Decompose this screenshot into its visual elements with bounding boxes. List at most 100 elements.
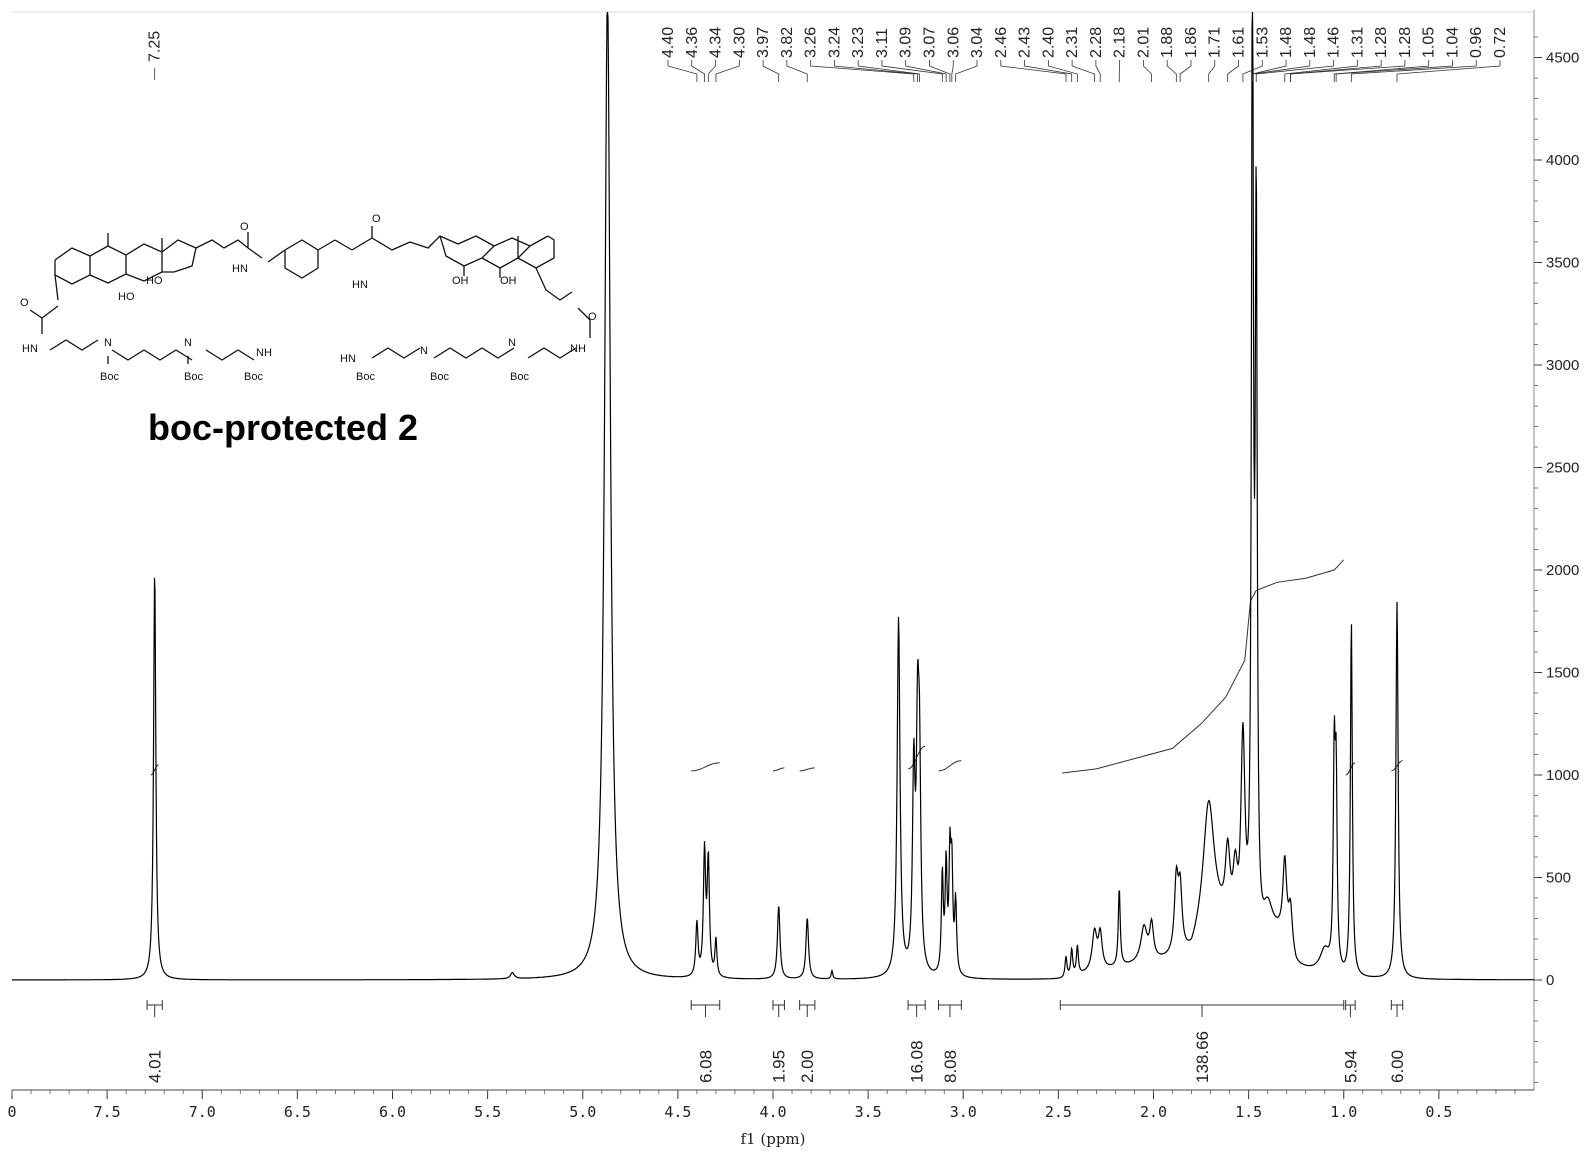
molecule-structure-image xyxy=(29,226,591,364)
x-tick-label: 4.5 xyxy=(664,1103,691,1121)
peak-label: 1.31 xyxy=(1349,27,1366,58)
integral-value: 5.94 xyxy=(1341,1050,1360,1083)
peak-connector xyxy=(951,60,954,82)
peak-connector xyxy=(1143,60,1152,82)
structure-atom-label: HO xyxy=(118,291,135,303)
structure-atom-label: Boc xyxy=(184,371,203,383)
peak-label: 2.18 xyxy=(1112,27,1129,58)
structure-atom-label: HN xyxy=(352,279,368,291)
structure-atom-label: Boc xyxy=(356,371,375,383)
structure-atom-label: O xyxy=(588,311,597,323)
integral-curve xyxy=(150,764,159,776)
y-tick-label: 500 xyxy=(1546,870,1571,887)
structure-atom-label: NH xyxy=(570,343,586,355)
x-tick-label: 3.5 xyxy=(855,1103,882,1121)
peak-connector xyxy=(715,60,740,82)
peak-connector xyxy=(1047,60,1078,82)
peak-label: 4.40 xyxy=(660,27,677,58)
x-tick-label: 6.0 xyxy=(379,1103,406,1121)
y-axis-ticks: 0 500 1000 1500 2000 2500 3000 3500 4000 4500 xyxy=(1534,36,1579,1083)
y-tick-label: 1500 xyxy=(1546,665,1579,682)
integral-curve xyxy=(1062,559,1345,774)
x-tick-label: 0.5 xyxy=(1425,1103,1452,1121)
x-tick-label: 2.5 xyxy=(1045,1103,1072,1121)
peak-label: 2.46 xyxy=(993,27,1010,58)
peak-connector xyxy=(1290,60,1406,82)
integral-value: 6.00 xyxy=(1388,1050,1407,1083)
integral-curve xyxy=(799,767,815,772)
peak-label: 4.36 xyxy=(684,27,701,58)
peak-label: 1.46 xyxy=(1326,27,1343,58)
peak-label: 1.61 xyxy=(1231,27,1248,58)
y-tick-label: 1000 xyxy=(1546,767,1579,784)
peak-label: 2.28 xyxy=(1088,27,1105,58)
peak-label: 1.28 xyxy=(1373,27,1390,58)
peak-label: 1.28 xyxy=(1397,27,1414,58)
peak-label: 1.88 xyxy=(1159,27,1176,58)
integral-value: 6.08 xyxy=(696,1050,715,1083)
peak-connector xyxy=(707,60,716,82)
integral-value: 16.08 xyxy=(908,1040,927,1083)
peak-connector xyxy=(762,60,780,82)
peak-connector xyxy=(857,60,920,82)
peak-label: 1.53 xyxy=(1254,27,1271,58)
peak-connector xyxy=(786,60,808,82)
peak-connector xyxy=(1333,60,1430,82)
peak-label: 0.96 xyxy=(1468,27,1485,58)
y-tick-label: 3500 xyxy=(1546,255,1579,272)
peak-connector xyxy=(1208,60,1216,82)
structure-atom-label: O xyxy=(240,221,249,233)
peak-connector xyxy=(1284,60,1358,82)
peak-connector xyxy=(691,60,705,82)
x-axis-title: f1 (ppm) xyxy=(741,1130,806,1148)
peak-connector xyxy=(667,60,698,82)
peak-connector xyxy=(1255,60,1334,82)
peak-label: 3.24 xyxy=(826,27,843,58)
structure-atom-label: N xyxy=(104,337,112,349)
structure-atom-label: Boc xyxy=(244,371,263,383)
peak-label: 3.97 xyxy=(755,27,772,58)
peak-label: 7.25 xyxy=(147,31,164,62)
peak-label: 1.05 xyxy=(1421,27,1438,58)
peak-label: 2.31 xyxy=(1064,27,1081,58)
structure-atom-label: HN xyxy=(232,263,248,275)
structure-atom-label: O xyxy=(20,297,29,309)
x-tick-label: 5.5 xyxy=(474,1103,501,1121)
x-tick-label: 1.0 xyxy=(1330,1103,1357,1121)
peak-connector xyxy=(881,60,943,82)
peak-label: 1.04 xyxy=(1444,27,1461,58)
integral-curve xyxy=(691,762,720,772)
peak-label: 2.43 xyxy=(1017,27,1034,58)
structure-atom-label: Boc xyxy=(510,371,529,383)
peak-connector xyxy=(1166,60,1177,82)
peak-label: 4.34 xyxy=(708,27,725,58)
integral-value: 4.01 xyxy=(146,1050,165,1083)
peak-label: 1.48 xyxy=(1278,27,1295,58)
x-tick-label: 4.0 xyxy=(759,1103,786,1121)
peak-connector xyxy=(905,60,947,82)
peak-connector xyxy=(810,60,915,82)
structure-atom-label: N xyxy=(184,337,192,349)
x-tick-label: 5.0 xyxy=(569,1103,596,1121)
peak-label: 3.82 xyxy=(779,27,796,58)
peak-label: 1.71 xyxy=(1207,27,1224,58)
peak-label: 3.04 xyxy=(969,27,986,58)
peak-connector xyxy=(955,60,978,82)
integral-curve xyxy=(1391,760,1403,772)
peak-label: 3.06 xyxy=(945,27,962,58)
peak-connector xyxy=(1350,60,1477,82)
peak-connector xyxy=(1252,60,1311,82)
peak-connector xyxy=(834,60,918,82)
y-tick-label: 4000 xyxy=(1546,152,1579,169)
structure-atom-label: NH xyxy=(256,347,272,359)
structure-atom-label: OH xyxy=(500,275,517,287)
structure-atom-label: HN xyxy=(340,353,356,365)
peak-connector xyxy=(1024,60,1073,82)
peak-label: 3.23 xyxy=(850,27,867,58)
peak-label: 1.86 xyxy=(1183,27,1200,58)
structure-atom-label: N xyxy=(508,337,516,349)
structure-atom-label: HO xyxy=(146,275,163,287)
